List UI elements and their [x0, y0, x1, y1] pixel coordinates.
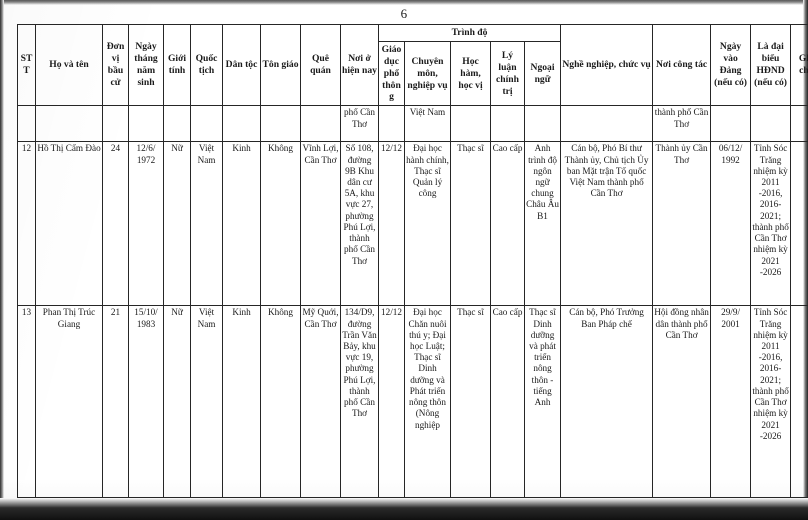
cell-political-theory: Cao cấp	[490, 305, 525, 499]
col-header-notes: Ghi chú	[790, 23, 808, 107]
cell-party-join-date: 29/9/ 2001	[710, 305, 752, 499]
cell-electoral-unit: 24	[102, 141, 129, 307]
cell-academic-title	[450, 105, 491, 143]
col-header-hdnd-delegate: Là đại biểu HĐND (nếu có)	[750, 23, 792, 107]
cell-party-join-date: 06/12/ 1992	[710, 141, 752, 307]
cell-stt: 12	[17, 141, 36, 307]
col-header-professional: Chuyên môn, nghiệp vụ	[404, 40, 451, 107]
cell-occupation: Cán bộ, Phó Bí thư Thành ủy, Chủ tịch Ủy…	[560, 141, 654, 307]
cell-general-education: 12/12	[378, 141, 405, 307]
cell-political-theory	[490, 105, 525, 143]
col-header-full-name: Họ và tên	[35, 23, 103, 107]
cell-party-join-date	[710, 105, 752, 143]
cell-academic-title: Thạc sĩ	[450, 305, 491, 499]
scan-top-edge	[0, 0, 808, 5]
cell-general-education	[378, 105, 405, 143]
cell-electoral-unit	[102, 105, 129, 143]
cell-religion: Không	[260, 141, 301, 307]
cell-dob: 12/6/ 1972	[128, 141, 164, 307]
cell-notes	[790, 141, 808, 307]
cell-professional: Đại học Chăn nuôi thú y; Đại học Luật; T…	[404, 305, 451, 499]
col-header-general-education: Giáo dục phổ thông	[378, 40, 405, 107]
header-row-sub: Giáo dục phổ thông Chuyên môn, nghiệp vụ…	[18, 40, 808, 107]
cell-gender	[163, 105, 191, 143]
col-header-academic-title: Học hàm, học vị	[450, 40, 491, 107]
cell-religion	[260, 105, 301, 143]
cell-gender: Nữ	[163, 305, 191, 499]
cell-hometown	[300, 105, 341, 143]
col-header-party-join-date: Ngày vào Đảng (nếu có)	[710, 23, 752, 107]
cell-current-residence: phố Cần Thơ	[340, 105, 379, 143]
cell-occupation	[560, 105, 654, 143]
delegate-roster-table: STT Họ và tên Đơn vị bầu cử Ngày tháng n…	[17, 23, 808, 499]
table-row: 12 Hồ Thị Cẩm Đào 24 12/6/ 1972 Nữ Việt …	[17, 141, 808, 307]
table-row: 13 Phan Thị Trúc Giang 21 15/10/ 1983 Nữ…	[17, 305, 808, 499]
cell-occupation: Cán bộ, Phó Trưởng Ban Pháp chế	[560, 305, 654, 499]
cell-hdnd-delegate	[750, 105, 792, 143]
col-header-workplace: Nơi công tác	[652, 23, 712, 107]
cell-foreign-language	[523, 105, 562, 143]
cell-current-residence: Số 108, đường 9B Khu dân cư 5A, khu vực …	[340, 141, 379, 307]
col-header-ethnicity: Dân tộc	[222, 23, 261, 107]
header-row-top: STT Họ và tên Đơn vị bầu cử Ngày tháng n…	[17, 23, 808, 107]
scan-left-edge	[0, 0, 4, 500]
col-header-nationality: Quốc tịch	[190, 23, 223, 107]
cell-stt: 13	[17, 305, 36, 499]
cell-academic-title: Thạc sĩ	[450, 141, 491, 307]
cell-hdnd-delegate: Tỉnh Sóc Trăng nhiệm kỳ 2011 -2016, 2016…	[750, 141, 792, 307]
cell-dob: 15/10/ 1983	[128, 305, 164, 499]
cell-workplace: thành phố Cần Thơ	[652, 105, 712, 143]
cell-dob	[128, 105, 164, 143]
col-header-stt: STT	[17, 23, 36, 107]
cell-ethnicity	[222, 105, 261, 143]
cell-full-name: Hồ Thị Cẩm Đào	[35, 141, 103, 307]
cell-professional: Đại học hành chính, Thạc sĩ Quản lý công	[404, 141, 451, 307]
cell-gender: Nữ	[163, 141, 191, 307]
cell-hometown: Mỹ Quới, Cần Thơ	[300, 305, 341, 499]
col-header-qualifications-group: Trình độ	[377, 24, 562, 42]
cell-notes	[790, 305, 808, 499]
cell-hdnd-delegate: Tỉnh Sóc Trăng nhiệm kỳ 2011 -2016, 2016…	[750, 305, 792, 499]
col-header-gender: Giới tính	[163, 23, 191, 107]
cell-foreign-language: Anh trình độ ngôn ngữ chung Châu Âu B1	[523, 141, 562, 307]
col-header-religion: Tôn giáo	[260, 23, 301, 107]
cell-full-name: Phan Thị Trúc Giang	[35, 305, 103, 499]
page-number: 6	[400, 6, 408, 21]
cell-political-theory: Cao cấp	[490, 141, 525, 307]
cell-workplace: Thành ủy Cần Thơ	[652, 141, 712, 307]
cell-electoral-unit: 21	[102, 305, 129, 499]
cell-hometown: Vĩnh Lợi, Cần Thơ	[300, 141, 341, 307]
scan-bottom-edge	[0, 498, 808, 520]
cell-nationality	[190, 105, 223, 143]
roster-body: phố Cần Thơ Việt Nam thành phố Cần Thơ 1…	[17, 105, 808, 499]
table-row-continuation: phố Cần Thơ Việt Nam thành phố Cần Thơ	[17, 105, 808, 143]
cell-workplace: Hội đồng nhân dân thành phố Cần Thơ	[652, 305, 712, 499]
col-header-dob: Ngày tháng năm sinh	[128, 23, 164, 107]
cell-stt	[17, 105, 36, 143]
col-header-political-theory: Lý luận chính trị	[490, 40, 525, 107]
col-header-hometown: Quê quán	[300, 23, 341, 107]
cell-ethnicity: Kinh	[222, 305, 261, 499]
cell-current-residence: 134/D9, đường Trần Văn Bảy, khu vực 19, …	[340, 305, 379, 499]
col-header-current-residence: Nơi ở hiện nay	[340, 23, 379, 107]
cell-professional: Việt Nam	[404, 105, 451, 143]
cell-foreign-language: Thạc sĩ Dinh dưỡng và phát triển nông th…	[523, 305, 562, 499]
col-header-foreign-language: Ngoại ngữ	[523, 40, 562, 107]
col-header-electoral-unit: Đơn vị bầu cử	[102, 23, 129, 107]
cell-full-name	[35, 105, 103, 143]
cell-notes	[790, 105, 808, 143]
cell-nationality: Việt Nam	[190, 305, 223, 499]
cell-ethnicity: Kinh	[222, 141, 261, 307]
cell-nationality: Việt Nam	[190, 141, 223, 307]
cell-religion: Không	[260, 305, 301, 499]
col-header-occupation: Nghề nghiệp, chức vụ	[560, 23, 654, 107]
cell-general-education: 12/12	[378, 305, 405, 499]
roster-sheet: STT Họ và tên Đơn vị bầu cử Ngày tháng n…	[17, 23, 808, 499]
